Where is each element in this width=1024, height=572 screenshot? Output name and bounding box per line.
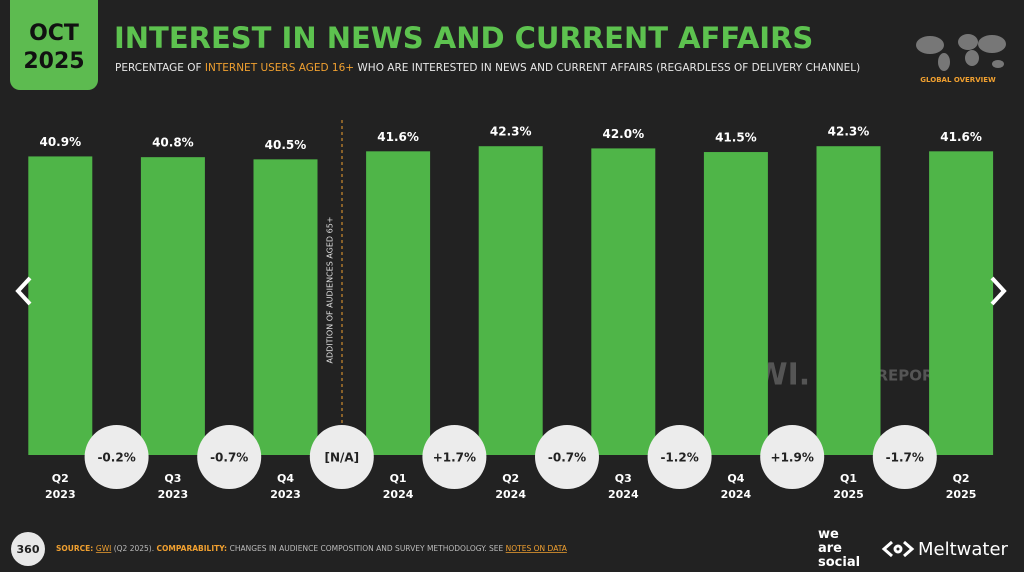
chart-title: INTEREST IN NEWS AND CURRENT AFFAIRS: [114, 21, 813, 55]
was-word: we: [818, 527, 839, 542]
next-arrow[interactable]: [990, 276, 1007, 306]
x-tick-label: 2024: [608, 488, 639, 501]
change-label: [N/A]: [324, 451, 359, 465]
change-label: -1.2%: [660, 451, 698, 465]
was-word: social: [818, 555, 860, 570]
change-label: -1.7%: [886, 451, 924, 465]
x-tick-label: Q2: [502, 472, 519, 485]
value-label: 41.6%: [940, 130, 982, 144]
x-tick-label: Q4: [727, 472, 744, 485]
x-tick-label: 2024: [721, 488, 752, 501]
subtitle-part: PERCENTAGE OF: [115, 62, 205, 74]
x-tick-label: Q4: [277, 472, 294, 485]
source-link: GWI: [96, 544, 111, 553]
bar: [366, 151, 431, 455]
subtitle-part: WHO ARE INTERESTED IN NEWS AND CURRENT A…: [354, 62, 860, 74]
x-tick-label: 2025: [833, 488, 864, 501]
comparability-key: COMPARABILITY:: [157, 544, 230, 553]
source-text: (Q2 2025).: [111, 544, 156, 553]
change-label: -0.7%: [210, 451, 248, 465]
x-tick-label: 2023: [270, 488, 301, 501]
x-tick-label: 2025: [946, 488, 977, 501]
x-tick-label: Q2: [52, 472, 69, 485]
meltwater-logo: Meltwater: [918, 539, 1009, 560]
change-badge: [535, 425, 599, 489]
value-label: 40.5%: [265, 138, 307, 152]
change-badge: [760, 425, 825, 489]
x-tick-label: Q1: [840, 472, 857, 485]
change-badge: [647, 425, 712, 489]
meltwater-icon: [881, 540, 915, 558]
value-label: 42.0%: [602, 127, 644, 141]
change-badge: [872, 425, 937, 489]
notes-link[interactable]: NOTES ON DATA: [506, 544, 568, 553]
x-tick-label: Q1: [390, 472, 407, 485]
x-tick-label: 2024: [495, 488, 526, 501]
was-logo: we are social: [818, 527, 860, 570]
value-label: 42.3%: [828, 125, 870, 139]
bar: [703, 152, 768, 456]
x-tick-label: 2024: [383, 488, 414, 501]
bar: [816, 146, 881, 455]
x-tick-label: Q3: [615, 472, 632, 485]
bar: [253, 159, 318, 455]
change-label: +1.7%: [433, 451, 476, 465]
source-key: SOURCE:: [56, 544, 96, 553]
bar: [28, 156, 93, 455]
subtitle-highlight: INTERNET USERS AGED 16+: [205, 62, 354, 74]
value-label: 40.8%: [152, 136, 194, 150]
bar: [140, 157, 205, 455]
x-tick-label: 2023: [45, 488, 76, 501]
world-map-icon: [916, 34, 1006, 71]
change-badge: [422, 425, 487, 489]
date-badge: [10, 0, 98, 90]
change-label: -0.7%: [548, 451, 586, 465]
chart-subtitle: PERCENTAGE OF INTERNET USERS AGED 16+ WH…: [115, 62, 860, 74]
badge-month: OCT: [29, 21, 79, 46]
value-label: 42.3%: [490, 125, 532, 139]
change-badge: [309, 425, 374, 489]
prev-arrow[interactable]: [15, 276, 32, 306]
badge-year: 2025: [23, 49, 84, 74]
value-label: 41.6%: [377, 130, 419, 144]
change-label: +1.9%: [771, 451, 814, 465]
value-label: 40.9%: [39, 135, 81, 149]
change-badge: [197, 425, 262, 489]
page-number: 360: [17, 543, 40, 556]
region-label: GLOBAL OVERVIEW: [920, 76, 996, 84]
bar: [478, 146, 543, 455]
source-note: SOURCE: GWI (Q2 2025). COMPARABILITY: CH…: [56, 544, 568, 553]
comparability-text: CHANGES IN AUDIENCE COMPOSITION AND SURV…: [230, 544, 506, 553]
divider-annotation: ADDITION OF AUDIENCES AGED 65+: [326, 217, 335, 364]
x-tick-label: Q2: [953, 472, 970, 485]
x-tick-label: Q3: [164, 472, 181, 485]
bar-chart: 40.9% Q2 2023 40.8% Q3 2023 40.5% Q4 2023 41.6% Q1…: [28, 125, 994, 501]
was-word: are: [818, 541, 842, 556]
value-label: 41.5%: [715, 131, 757, 145]
change-badge: [84, 425, 149, 489]
change-label: -0.2%: [97, 451, 135, 465]
bar: [929, 151, 994, 455]
bar: [591, 148, 656, 455]
page-number-bg: [11, 532, 45, 566]
x-tick-label: 2023: [158, 488, 189, 501]
